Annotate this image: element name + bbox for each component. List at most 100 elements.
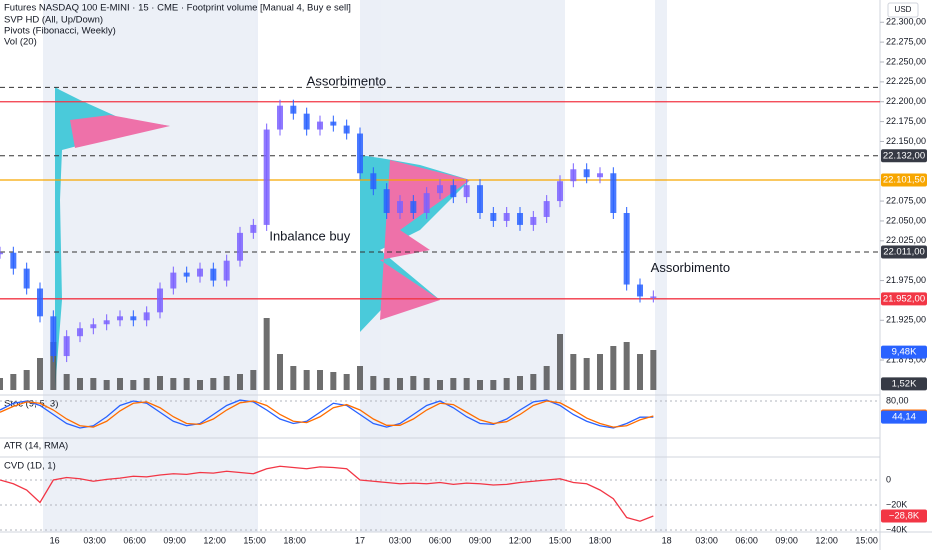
candle [450,185,457,198]
value-badge: 44,14 [881,410,927,424]
candle [130,316,137,321]
volume-bar [570,354,577,390]
y-tick-label: 22.150,00 [886,136,926,146]
price-badge: 22.011,00 [881,245,927,259]
y-tick-label: 22.200,00 [886,96,926,106]
y-tick-label: 22.050,00 [886,215,926,225]
volume-bar [183,378,190,390]
price-badge-bg [881,149,927,163]
volume-bar [0,378,3,390]
volume-bar [517,376,523,390]
volume-bar [250,370,257,390]
volume-bar [557,334,563,390]
candle [223,260,230,281]
volume-bar [410,376,417,390]
volume-bar [450,378,457,390]
indicator-legend: Pivots (Fibonacci, Weekly) [4,26,116,37]
candle [250,224,257,233]
candle [650,296,657,298]
volume-bar [610,346,617,390]
candle [557,181,563,202]
candle [597,173,603,178]
y-tick-label: 22.250,00 [886,56,926,66]
y-tick-label: 22.275,00 [886,36,926,46]
price-badge: 22.101,50 [881,173,927,187]
x-tick-label: 15:00 [549,535,572,545]
volume-bar [90,378,97,390]
volume-badge: 9,48K [881,345,927,359]
price-badge-bg [881,292,927,306]
volume-bar [490,380,497,390]
y-tick-label: 22.225,00 [886,76,926,86]
candle [197,268,203,277]
candle [63,336,70,357]
series-line [0,465,654,522]
value-badge: −28,8K [881,509,927,523]
candle [157,288,163,313]
candle [343,125,350,134]
candle [237,232,243,261]
volume-bar [303,370,310,390]
series-line [0,399,654,429]
volume-bar [423,378,430,390]
x-tick-label: 03:00 [83,535,106,545]
candle [263,129,270,225]
candle [77,328,83,337]
pane-title: Stoc (9, 5, 3) [4,399,58,410]
x-tick-label: 18:00 [589,535,612,545]
volume-bar [157,376,163,390]
candle [583,169,590,178]
candle [143,312,150,321]
candle [543,201,550,217]
volume-bar [583,358,590,390]
y-tick-label: 21.875,00 [886,354,926,364]
volume-bar [117,378,123,390]
candle [477,185,483,213]
x-tick-label: 15:00 [855,535,878,545]
candle [103,320,110,325]
y-tick-label: 21.925,00 [886,315,926,325]
candle [410,201,417,213]
volume-bar [210,378,217,390]
price-badge-text: 22.101,50 [883,175,925,186]
price-badge-bg [881,245,927,259]
volume-bar [170,378,177,390]
candle [23,268,30,289]
price-badge: 22.132,00 [881,149,927,163]
volume-bar [10,374,17,390]
volume-bar [237,374,243,390]
candle [423,193,430,213]
candle [437,185,443,194]
candle [610,173,617,213]
candle [383,189,390,213]
x-tick-label: 15:00 [243,535,266,545]
annotation: Assorbimento [307,73,386,88]
y-tick-label: −20K [886,499,907,509]
volume-bar [290,366,297,390]
y-tick-label: 22.300,00 [886,17,926,27]
volume-bar [197,380,203,390]
x-tick-label: 06:00 [429,535,452,545]
x-tick-label: 12:00 [203,535,226,545]
y-tick-label: 22.075,00 [886,195,926,205]
candle [463,185,470,198]
candle [530,216,537,225]
y-tick-label: 0 [886,474,891,484]
volume-badge-bg [881,345,927,359]
candle [517,212,523,225]
volume-bar [23,370,30,390]
volume-bar [623,342,630,390]
indicator-legend: Vol (20) [4,37,37,48]
series-line [0,400,654,428]
candle [170,272,177,289]
volume-bar [143,378,150,390]
candle [90,324,97,329]
price-badge: 21.952,00 [881,292,927,306]
annotation: Inbalance buy [269,228,350,243]
currency-button[interactable] [887,2,919,18]
value-badge-text: 44,14 [892,412,916,423]
volume-bar [503,378,510,390]
y-tick-label: 21.975,00 [886,275,926,285]
candle [10,252,17,269]
volume-badge-bg [881,377,927,391]
